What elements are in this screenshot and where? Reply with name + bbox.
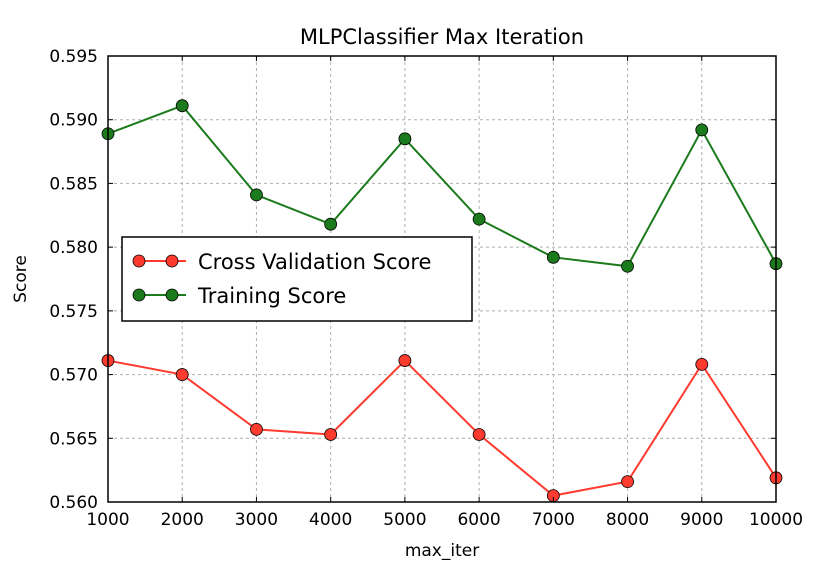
data-point xyxy=(324,217,338,231)
data-point xyxy=(546,250,560,264)
data-point xyxy=(621,259,634,273)
legend-box xyxy=(121,236,473,322)
y-tick-label: 0.575 xyxy=(49,302,98,322)
data-point xyxy=(175,99,189,113)
x-tick-label: 5000 xyxy=(383,510,426,530)
x-axis-label: max_iter xyxy=(405,541,479,561)
data-point xyxy=(621,475,634,489)
data-point xyxy=(398,354,412,367)
data-point xyxy=(472,212,486,226)
tick-marks xyxy=(107,55,777,503)
data-point xyxy=(324,428,338,441)
legend-label-cross-validation: Cross Validation Score xyxy=(198,250,431,274)
chart-title: MLPClassifier Max Iteration xyxy=(300,25,584,49)
series-line-1 xyxy=(107,104,777,268)
x-tick-label: 10000 xyxy=(749,510,803,530)
y-tick-label: 0.590 xyxy=(49,111,98,131)
legend-marker-1-right xyxy=(165,288,179,302)
x-tick-label: 8000 xyxy=(606,510,649,530)
y-tick-label: 0.580 xyxy=(49,238,98,258)
y-tick-label: 0.570 xyxy=(49,366,98,386)
data-point xyxy=(472,428,486,441)
x-tick-label: 2000 xyxy=(161,510,204,530)
data-point xyxy=(695,357,709,371)
data-point xyxy=(175,368,189,381)
data-point xyxy=(250,422,263,436)
x-tick-label: 4000 xyxy=(309,510,352,530)
x-tick-label: 9000 xyxy=(680,510,723,530)
data-point xyxy=(398,132,412,146)
legend-marker-0-right xyxy=(165,254,179,268)
legend-label-training: Training Score xyxy=(197,284,346,308)
y-tick-label: 0.585 xyxy=(49,174,98,194)
data-point xyxy=(695,123,709,137)
legend-marker-cross-validation xyxy=(132,254,146,268)
y-tick-label: 0.560 xyxy=(49,493,98,513)
legend: Cross Validation Score Training Score xyxy=(121,236,473,322)
legend-marker-training xyxy=(132,288,146,302)
data-point xyxy=(250,188,263,202)
x-tick-label: 3000 xyxy=(235,510,278,530)
x-tick-labels: 1000 2000 3000 4000 5000 6000 7000 8000 9000 1000… xyxy=(86,510,803,530)
y-tick-label: 0.565 xyxy=(49,429,98,449)
series-line-0 xyxy=(107,359,777,497)
y-tick-label: 0.595 xyxy=(49,47,98,67)
y-axis-label: Score xyxy=(11,255,31,303)
x-tick-label: 6000 xyxy=(457,510,500,530)
x-tick-label: 7000 xyxy=(532,510,575,530)
x-tick-label: 1000 xyxy=(86,510,129,530)
plot-frame xyxy=(107,55,777,503)
y-tick-labels: 0.560 0.565 0.570 0.575 0.580 0.585 0.590 0.595 xyxy=(49,47,98,513)
